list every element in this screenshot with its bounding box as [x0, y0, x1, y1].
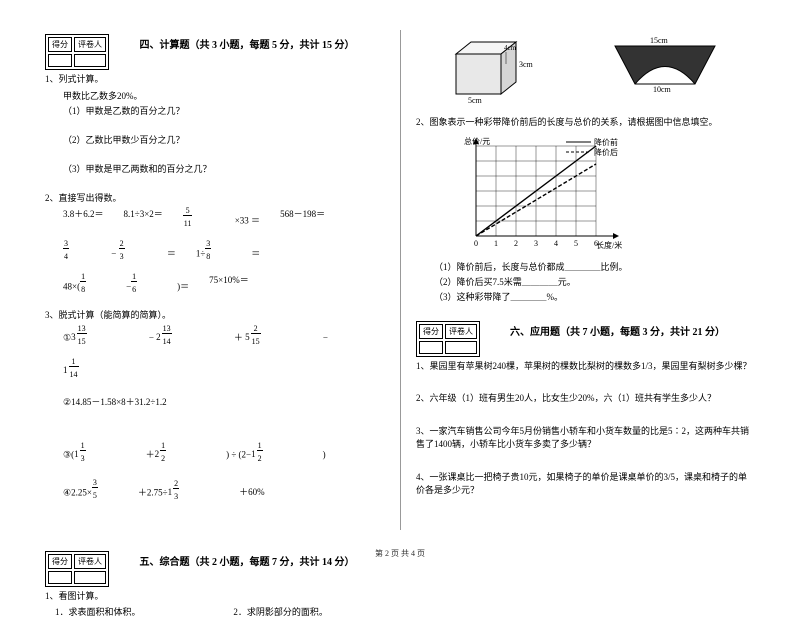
q4-1-3: （3）甲数是甲乙两数和的百分之几？ [63, 162, 385, 175]
right-column: 3cm 4cm 5cm 15cm 10cm 2、图象表示一种彩带降价前后的长度与… [400, 30, 755, 530]
svg-text:5cm: 5cm [468, 96, 483, 104]
score-label: 得分 [48, 37, 72, 52]
svg-text:2: 2 [514, 239, 518, 248]
svg-text:4cm: 4cm [504, 44, 517, 52]
q4-1-2: （2）乙数比甲数少百分之几？ [63, 133, 385, 146]
svg-text:3cm: 3cm [519, 60, 534, 69]
price-chart: 降价前 降价后 总价/元 长度/米 [446, 136, 646, 256]
cuboid-shape: 3cm 4cm 5cm [446, 34, 546, 104]
q4-2-row2: 34 − 23 ＝ 1÷38＝ 48×(18−16)＝ 75×10%＝ [63, 240, 385, 306]
section-6-title: 六、应用题（共 7 小题，每题 3 分，共计 21 分） [480, 323, 755, 338]
q4-2: 2、直接写出得数。 [45, 192, 385, 206]
q5-2: 2、图象表示一种彩带降价前后的长度与总价的关系，请根据图中信息填空。 [416, 116, 755, 130]
section-4-title: 四、计算题（共 3 小题，每题 5 分，共计 15 分） [109, 36, 385, 51]
svg-text:5: 5 [574, 239, 578, 248]
expr: ④2.25×35＋2.75÷123＋60% [63, 479, 285, 513]
q4-3-row1: ①31315 − 21314 ＋ 5215 − 1114 ②14.85－1.58… [63, 325, 385, 412]
q5-1: 1、看图计算。 [45, 590, 385, 604]
svg-text:6: 6 [594, 239, 598, 248]
q6-2: 2、六年级（1）班有男生20人，比女生少20%，六（1）班共有学生多少人？ [416, 392, 755, 406]
svg-text:4: 4 [554, 239, 558, 248]
expr: 568－198＝ [280, 207, 325, 236]
score-box: 得分评卷人 [416, 321, 480, 357]
chart-container: 降价前 降价后 总价/元 长度/米 [446, 136, 755, 256]
expr: 8.1÷3×2＝ [124, 207, 163, 236]
expr: ③(113＋212) ÷ (2−112) [63, 442, 326, 475]
svg-text:3: 3 [534, 239, 538, 248]
page: 得分评卷人 四、计算题（共 3 小题，每题 5 分，共计 15 分） 1、列式计… [0, 0, 800, 540]
expr: 34 − 23 ＝ [63, 240, 176, 269]
q5-1-1: 1．求表面积和体积。 [55, 605, 213, 618]
page-footer: 第 2 页 共 4 页 [0, 548, 800, 559]
q6-3: 3、一家汽车销售公司今年5月份销售小轿车和小货车数量的比是5∶2，这两种车共销售… [416, 425, 755, 452]
trapezoid-shape: 15cm 10cm [605, 34, 725, 94]
q5-2-2: （2）降价后买7.5米需＿＿＿＿元。 [434, 275, 755, 288]
q4-1-intro: 甲数比乙数多20%。 [63, 89, 385, 102]
expr: 1÷38＝ [196, 240, 260, 269]
expr: ①31315 − 21314 ＋ 5215 − 1114 [63, 325, 365, 391]
expr: 75×10%＝ [209, 273, 249, 302]
legend-after: 降价后 [594, 147, 618, 157]
q6-1: 1、果园里有苹果树240棵，苹果树的棵数比梨树的棵数多1/3，果园里有梨树多少棵… [416, 360, 755, 374]
q5-2-1: （1）降价前后，长度与总价都成＿＿＿＿比例。 [434, 260, 755, 273]
q4-1-1: （1）甲数是乙数的百分之几？ [63, 104, 385, 117]
q5-1-parts: 1．求表面积和体积。 2．求阴影部分的面积。 [55, 605, 385, 622]
q4-3-row2: ③(113＋212) ÷ (2−112) ④2.25×35＋2.75÷123＋6… [63, 442, 385, 517]
q6-4: 4、一张课桌比一把椅子贵10元，如果椅子的单价是课桌单价的3/5，课桌和椅子的单… [416, 471, 755, 498]
shapes-row: 3cm 4cm 5cm 15cm 10cm [416, 34, 755, 104]
svg-text:1: 1 [494, 239, 498, 248]
legend-before: 降价前 [594, 137, 618, 147]
svg-text:长度/米: 长度/米 [596, 240, 622, 250]
expr: 511 ×33 ＝ [183, 207, 260, 236]
svg-text:15cm: 15cm [650, 36, 669, 45]
expr: 3.8＋6.2＝ [63, 207, 104, 236]
section-4-header: 得分评卷人 四、计算题（共 3 小题，每题 5 分，共计 15 分） [45, 34, 385, 70]
q5-1-2: 2．求阴影部分的面积。 [233, 605, 328, 618]
left-column: 得分评卷人 四、计算题（共 3 小题，每题 5 分，共计 15 分） 1、列式计… [45, 30, 400, 530]
expr: ②14.85－1.58×8＋31.2÷1.2 [63, 395, 167, 408]
score-box: 得分评卷人 [45, 34, 109, 70]
expr: 48×(18−16)＝ [63, 273, 189, 302]
grader-label: 评卷人 [74, 37, 106, 52]
q4-3: 3、脱式计算（能简算的简算）。 [45, 309, 385, 323]
section-6-header: 得分评卷人 六、应用题（共 7 小题，每题 3 分，共计 21 分） [416, 321, 755, 357]
q4-2-row1: 3.8＋6.2＝ 8.1÷3×2＝ 511 ×33 ＝ 568－198＝ [63, 207, 385, 240]
svg-text:10cm: 10cm [653, 85, 672, 94]
q4-1: 1、列式计算。 [45, 73, 385, 87]
q5-2-3: （3）这种彩带降了＿＿＿＿%。 [434, 290, 755, 303]
svg-text:0: 0 [474, 239, 478, 248]
